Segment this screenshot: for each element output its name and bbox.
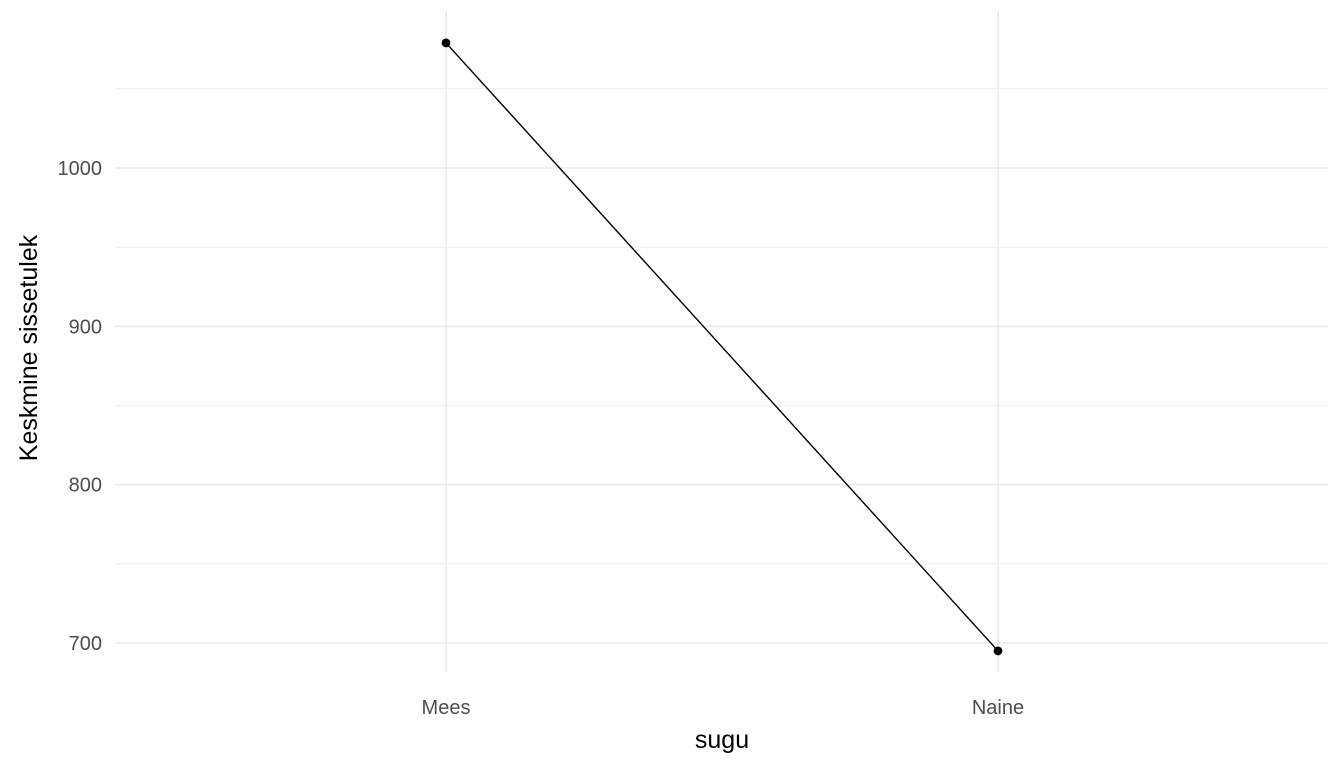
y-tick-label: 1000 bbox=[58, 158, 103, 180]
y-tick-label: 800 bbox=[69, 475, 102, 497]
series-line bbox=[445, 42, 999, 652]
series-lines bbox=[445, 42, 999, 652]
series-points bbox=[441, 38, 1003, 656]
y-axis-title: Keskmine sissetulek bbox=[15, 234, 43, 461]
y-tick-label: 900 bbox=[69, 316, 102, 338]
major-gridlines-y bbox=[115, 167, 1328, 644]
x-axis-title: sugu bbox=[695, 726, 749, 754]
x-tick-label: Naine bbox=[972, 697, 1024, 719]
x-tick-label: Mees bbox=[422, 697, 471, 719]
y-tick-label: 700 bbox=[69, 633, 102, 655]
gridlines-x bbox=[445, 10, 999, 672]
y-tick-labels: 700 800 900 1000 bbox=[58, 158, 103, 655]
data-point bbox=[993, 646, 1003, 656]
x-tick-labels: Mees Naine bbox=[422, 697, 1025, 719]
minor-gridlines-y bbox=[115, 88, 1328, 565]
data-point bbox=[441, 38, 451, 48]
